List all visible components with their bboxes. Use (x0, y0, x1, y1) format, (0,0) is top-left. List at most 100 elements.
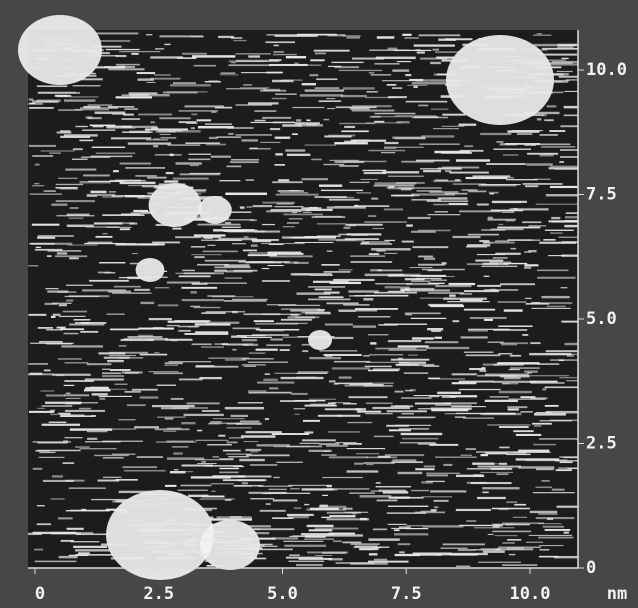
streak (262, 201, 295, 204)
streak (304, 236, 336, 238)
streak (394, 115, 437, 117)
streak (411, 280, 431, 283)
streak (98, 352, 126, 355)
streak (230, 159, 260, 161)
streak (489, 396, 509, 398)
streak (477, 465, 522, 468)
streak (54, 255, 88, 258)
streak (493, 329, 528, 331)
streak (236, 422, 262, 425)
streak (435, 51, 467, 53)
streak (384, 239, 396, 242)
streak (191, 113, 198, 116)
streak (368, 72, 375, 74)
streak (411, 198, 442, 201)
streak (564, 224, 578, 228)
streak (189, 172, 221, 175)
streak (140, 211, 155, 213)
streak (397, 345, 429, 348)
streak (338, 269, 353, 271)
streak (515, 433, 542, 436)
streak (434, 150, 470, 154)
streak (496, 473, 509, 475)
streak (164, 193, 202, 195)
streak (172, 177, 209, 180)
streak (560, 125, 578, 128)
streak (480, 548, 502, 550)
streak (273, 446, 311, 448)
streak (364, 241, 390, 243)
streak (413, 44, 455, 47)
streak (541, 146, 576, 148)
streak (261, 280, 290, 282)
streak (396, 363, 435, 367)
streak (175, 529, 202, 531)
streak (243, 313, 281, 316)
streak (210, 483, 234, 485)
streak (329, 198, 360, 201)
streak (463, 351, 494, 353)
streak (375, 347, 417, 350)
streak (154, 287, 170, 289)
streak (62, 462, 75, 464)
streak (280, 376, 324, 380)
streak (194, 323, 231, 326)
streak (451, 406, 486, 408)
streak (64, 361, 89, 364)
streak (417, 408, 431, 410)
streak (487, 87, 524, 90)
streak (374, 112, 416, 115)
streak (50, 409, 55, 412)
streak (402, 33, 412, 36)
streak (480, 453, 488, 457)
streak (102, 456, 124, 459)
streak (382, 491, 409, 494)
streak (136, 456, 163, 459)
streak (219, 74, 239, 76)
streak (243, 528, 261, 530)
streak (240, 435, 276, 438)
streak (314, 527, 359, 530)
streak (352, 105, 392, 108)
streak (454, 416, 466, 418)
streak (561, 240, 578, 244)
streak (98, 395, 132, 397)
streak (395, 146, 424, 148)
streak (374, 62, 400, 65)
streak (461, 189, 478, 191)
streak (278, 304, 321, 307)
streak (86, 195, 98, 197)
streak (323, 118, 330, 121)
streak (28, 265, 39, 267)
streak (32, 100, 59, 103)
streak (549, 185, 578, 189)
streak (63, 332, 79, 335)
streak (318, 100, 342, 103)
streak (513, 451, 551, 453)
streak (197, 263, 229, 266)
streak (292, 106, 325, 109)
streak (159, 117, 191, 120)
streak (298, 557, 333, 560)
streak (250, 121, 282, 124)
streak (111, 453, 136, 456)
streak (281, 308, 320, 310)
streak (64, 49, 105, 52)
streak (374, 120, 385, 123)
streak (283, 540, 324, 542)
streak (538, 513, 558, 515)
streak (487, 533, 494, 536)
streak (326, 484, 332, 488)
streak (328, 65, 342, 68)
streak (51, 302, 72, 304)
streak (500, 342, 516, 344)
streak (534, 302, 573, 305)
streak (28, 107, 54, 109)
x-tick-label: 5.0 (267, 584, 298, 604)
streak (239, 458, 265, 462)
streak (280, 400, 317, 402)
streak (184, 544, 198, 547)
streak (36, 449, 81, 452)
streak (68, 217, 84, 219)
streak (334, 382, 373, 385)
